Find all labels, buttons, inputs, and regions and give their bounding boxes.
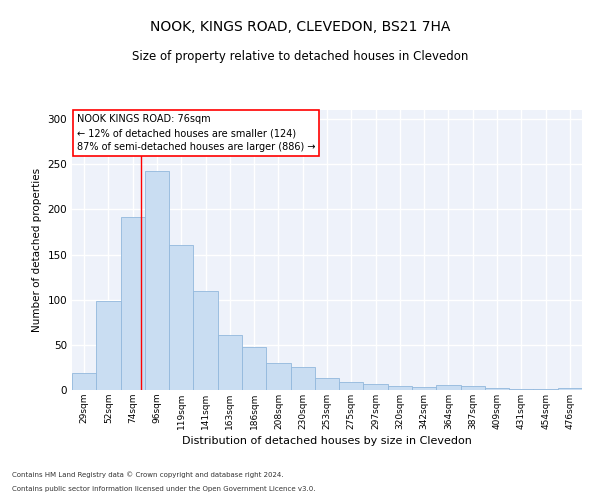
Bar [509, 389, 533, 390]
Bar [218, 335, 242, 390]
Bar [72, 373, 96, 390]
Bar [412, 388, 436, 390]
Bar [339, 382, 364, 390]
Text: Size of property relative to detached houses in Clevedon: Size of property relative to detached ho… [132, 50, 468, 63]
Bar [290, 368, 315, 390]
Bar [461, 386, 485, 390]
Y-axis label: Number of detached properties: Number of detached properties [32, 168, 42, 332]
Text: Contains HM Land Registry data © Crown copyright and database right 2024.: Contains HM Land Registry data © Crown c… [12, 471, 284, 478]
X-axis label: Distribution of detached houses by size in Clevedon: Distribution of detached houses by size … [182, 436, 472, 446]
Bar [169, 244, 193, 390]
Text: Contains public sector information licensed under the Open Government Licence v3: Contains public sector information licen… [12, 486, 316, 492]
Bar [436, 386, 461, 390]
Bar [193, 290, 218, 390]
Bar [315, 378, 339, 390]
Bar [96, 300, 121, 390]
Text: NOOK, KINGS ROAD, CLEVEDON, BS21 7HA: NOOK, KINGS ROAD, CLEVEDON, BS21 7HA [150, 20, 450, 34]
Bar [266, 363, 290, 390]
Bar [558, 388, 582, 390]
Text: NOOK KINGS ROAD: 76sqm
← 12% of detached houses are smaller (124)
87% of semi-de: NOOK KINGS ROAD: 76sqm ← 12% of detached… [77, 114, 316, 152]
Bar [485, 388, 509, 390]
Bar [145, 172, 169, 390]
Bar [533, 389, 558, 390]
Bar [121, 218, 145, 390]
Bar [242, 346, 266, 390]
Bar [388, 386, 412, 390]
Bar [364, 384, 388, 390]
